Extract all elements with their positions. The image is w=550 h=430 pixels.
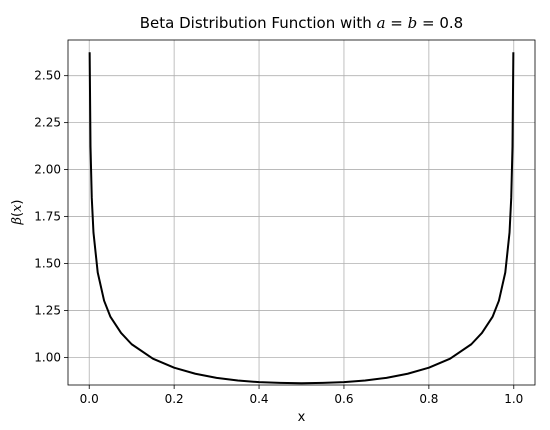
curve-layer xyxy=(88,52,515,385)
y-tick-label: 1.50 xyxy=(34,256,61,270)
x-tick-label: 1.0 xyxy=(504,392,523,406)
y-tick-label: 2.00 xyxy=(34,163,61,177)
y-tick-label: 1.00 xyxy=(34,350,61,364)
y-tick-label: 2.50 xyxy=(34,69,61,83)
grid-layer xyxy=(68,40,535,385)
plot-frame xyxy=(67,39,536,386)
y-tick-label: 1.25 xyxy=(34,303,61,317)
x-tick-label: 0.0 xyxy=(80,392,99,406)
beta-density-curve xyxy=(88,52,515,385)
x-tick-label: 0.6 xyxy=(334,392,353,406)
y-tick-label: 1.75 xyxy=(34,210,61,224)
x-tick-label: 0.2 xyxy=(165,392,184,406)
x-axis-label: x xyxy=(298,410,306,425)
x-tick-label: 0.4 xyxy=(249,392,268,406)
y-axis-label: β(x) xyxy=(10,199,25,225)
x-tick-label: 0.8 xyxy=(419,392,438,406)
y-tick-label: 2.25 xyxy=(34,116,61,130)
tick-layer: 0.0 0.2 0.4 0.6 0.8 1.0 1.00 1.25 1.50 1.75 2.00 2.… xyxy=(34,69,523,406)
chart-title: Beta Distribution Function with a = b = … xyxy=(140,14,463,32)
